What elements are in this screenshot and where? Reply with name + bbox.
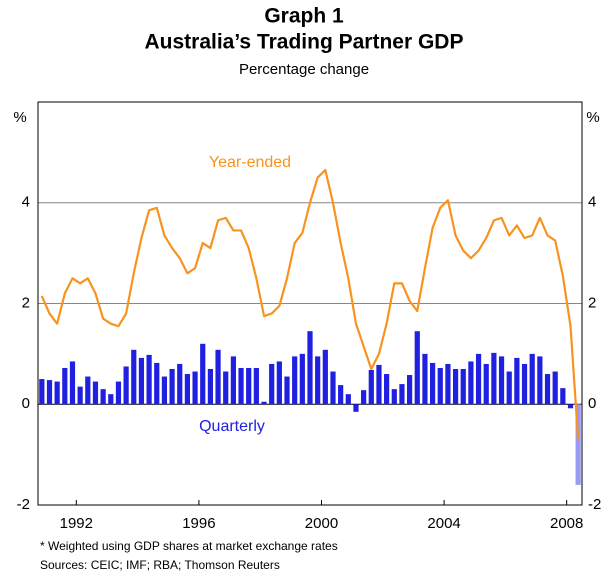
bar [292, 356, 298, 405]
bar [322, 349, 328, 405]
x-tick-label: 1992 [60, 515, 93, 532]
bar [131, 349, 137, 405]
bar [407, 375, 413, 405]
y-tick-label: 2 [22, 294, 30, 311]
y2-tick-label: -2 [588, 496, 601, 513]
y-tick-label: 4 [22, 194, 30, 211]
bar [422, 353, 428, 405]
bar [384, 374, 390, 405]
bar [391, 389, 397, 405]
bar [146, 354, 152, 405]
bar [521, 363, 528, 405]
bar [468, 361, 474, 405]
bar [269, 363, 275, 405]
x-tick-label: 2008 [550, 515, 583, 532]
bar [223, 371, 229, 405]
bar [452, 368, 459, 405]
bar [307, 331, 313, 405]
y-axis-label: % [13, 109, 26, 126]
bar [253, 367, 259, 405]
bar [238, 367, 244, 405]
y-tick-label: -2 [17, 496, 30, 513]
series-label: Quarterly [199, 418, 265, 435]
bar [575, 404, 581, 485]
bar [376, 364, 382, 405]
plot-frame [37, 101, 583, 506]
bar [54, 381, 60, 405]
y2-tick-label: 0 [588, 395, 596, 412]
bar [207, 368, 213, 405]
bar [169, 368, 175, 405]
bar [338, 385, 344, 405]
bar [506, 371, 512, 405]
bar [353, 404, 359, 412]
bar [460, 368, 466, 405]
bar [345, 394, 351, 405]
bar [498, 356, 505, 405]
chart-title: Graph 1 [264, 5, 344, 28]
bar [192, 371, 198, 405]
bar [529, 353, 535, 405]
bar [177, 363, 183, 405]
bar [552, 371, 558, 405]
y2-tick-label: 4 [588, 194, 596, 211]
bar [230, 356, 236, 405]
axis-note: Percentage change [239, 61, 369, 78]
footnote: * Weighted using GDP shares at market ex… [40, 539, 338, 553]
bar [368, 369, 374, 405]
bar [200, 343, 206, 405]
bar [414, 331, 420, 405]
bar [544, 374, 551, 405]
bar [284, 376, 290, 405]
bar [92, 381, 99, 405]
bar [85, 376, 91, 405]
bar [537, 356, 543, 405]
bar [184, 374, 191, 405]
bar [361, 390, 367, 405]
bar [69, 361, 76, 405]
bar [299, 353, 305, 405]
footnote: Sources: CEIC; IMF; RBA; Thomson Reuters [40, 558, 280, 572]
bar [123, 366, 129, 405]
bar [437, 367, 443, 405]
x-tick-label: 2004 [427, 515, 460, 532]
bar [483, 363, 489, 405]
x-tick-label: 1996 [182, 515, 215, 532]
bar [276, 361, 282, 405]
bar [315, 356, 321, 405]
bar [567, 404, 574, 409]
bar [246, 367, 252, 405]
bar [77, 386, 83, 405]
bar [115, 381, 122, 405]
series-label: Year-ended [209, 154, 291, 171]
bar [108, 394, 114, 405]
line [40, 168, 580, 440]
bar [560, 388, 566, 405]
bar [39, 379, 45, 405]
y2-tick-label: 2 [588, 294, 596, 311]
bar [514, 357, 520, 405]
bar [491, 352, 497, 405]
bar [161, 376, 168, 405]
x-tick-label: 2000 [305, 515, 338, 532]
bar [330, 371, 336, 405]
chart-subtitle: Australia’s Trading Partner GDP [145, 31, 464, 54]
bar [154, 362, 160, 405]
bar [138, 357, 145, 405]
bar [261, 401, 267, 405]
bar [100, 389, 106, 405]
bar [215, 349, 221, 405]
bar [429, 362, 436, 405]
bar [445, 363, 451, 405]
bar [399, 384, 405, 405]
bar [46, 380, 53, 405]
y-tick-label: 0 [22, 395, 30, 412]
bar [62, 367, 68, 405]
y2-axis-label: % [586, 109, 599, 126]
bar [475, 353, 482, 405]
